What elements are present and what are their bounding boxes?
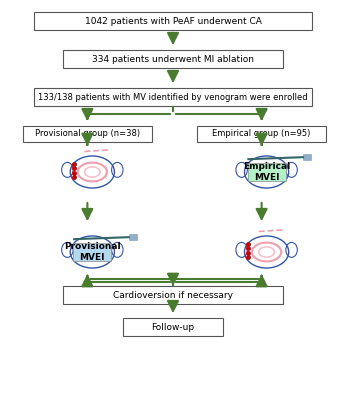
FancyBboxPatch shape (73, 243, 111, 261)
FancyBboxPatch shape (22, 126, 152, 142)
FancyBboxPatch shape (197, 126, 326, 142)
Text: Empirical group (n=95): Empirical group (n=95) (212, 130, 311, 138)
FancyBboxPatch shape (34, 88, 312, 106)
Text: 334 patients underwent MI ablation: 334 patients underwent MI ablation (92, 54, 254, 64)
Text: Follow-up: Follow-up (152, 322, 194, 332)
Text: Cardioversion if necessary: Cardioversion if necessary (113, 290, 233, 300)
FancyBboxPatch shape (63, 50, 283, 68)
Text: 133/138 patients with MV identified by venogram were enrolled: 133/138 patients with MV identified by v… (38, 92, 308, 102)
Text: Provisional group (n=38): Provisional group (n=38) (35, 130, 140, 138)
Text: Empirical
MVEI: Empirical MVEI (243, 162, 290, 182)
FancyBboxPatch shape (129, 234, 137, 240)
FancyBboxPatch shape (34, 12, 312, 30)
FancyBboxPatch shape (248, 163, 285, 181)
Text: Provisional
MVEI: Provisional MVEI (64, 242, 121, 262)
FancyBboxPatch shape (303, 154, 311, 160)
FancyBboxPatch shape (63, 286, 283, 304)
FancyBboxPatch shape (123, 318, 223, 336)
Text: 1042 patients with PeAF underwent CA: 1042 patients with PeAF underwent CA (84, 16, 262, 26)
